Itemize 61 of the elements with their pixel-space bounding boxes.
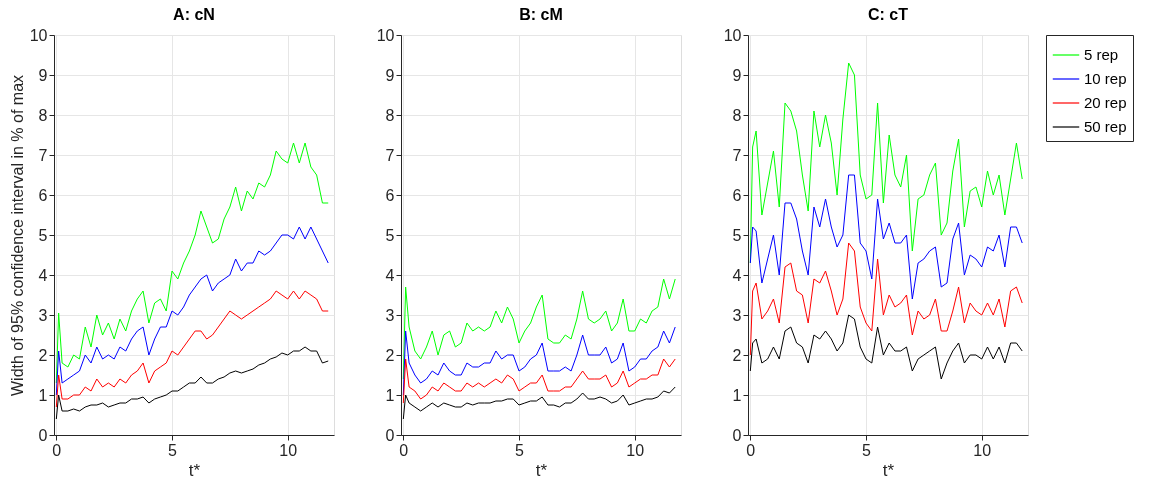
line-series — [55, 346, 329, 420]
y-tick-label: 10 — [723, 26, 742, 44]
y-tick-label: 4 — [385, 266, 395, 284]
y-tick-label: 7 — [38, 146, 48, 164]
y-tick-label: 1 — [385, 386, 395, 404]
y-tick-label: 6 — [38, 186, 48, 204]
y-tick-label: 9 — [38, 66, 48, 84]
y-tick-label: 6 — [385, 186, 395, 204]
x-axis-title: t* — [535, 460, 548, 480]
chart-title: B: cM — [519, 6, 563, 23]
x-tick-label: 10 — [973, 441, 992, 459]
x-axis-title: t* — [882, 460, 895, 480]
legend-label: 5 rep — [1084, 46, 1119, 63]
x-tick-label: 10 — [626, 441, 645, 459]
y-tick-label: 9 — [732, 66, 742, 84]
y-tick-label: 5 — [38, 226, 48, 244]
y-tick-label: 5 — [732, 226, 742, 244]
x-tick-label: 0 — [399, 441, 409, 459]
line-series — [402, 386, 676, 420]
line-series — [749, 314, 1023, 380]
x-tick-label: 5 — [168, 441, 178, 459]
y-tick-label: 8 — [385, 106, 395, 124]
line-series — [55, 226, 329, 396]
y-tick-label: 3 — [385, 306, 395, 324]
x-tick-label: 0 — [52, 441, 62, 459]
legend-label: 50 rep — [1084, 118, 1127, 135]
y-tick-label: 0 — [38, 426, 48, 444]
x-tick-label: 10 — [279, 441, 298, 459]
line-series — [55, 290, 329, 408]
y-tick-label: 6 — [732, 186, 742, 204]
y-tick-label: 7 — [732, 146, 742, 164]
y-tick-label: 7 — [385, 146, 395, 164]
x-axis-title: t* — [188, 460, 201, 480]
x-tick-label: 5 — [515, 441, 525, 459]
y-tick-label: 0 — [385, 426, 395, 444]
y-tick-label: 2 — [385, 346, 395, 364]
y-tick-label: 3 — [38, 306, 48, 324]
x-tick-label: 0 — [746, 441, 756, 459]
y-tick-label: 4 — [38, 266, 48, 284]
y-tick-label: 10 — [376, 26, 395, 44]
y-tick-label: 8 — [38, 106, 48, 124]
y-tick-label: 10 — [29, 26, 48, 44]
line-series — [402, 358, 676, 404]
y-tick-label: 8 — [732, 106, 742, 124]
y-tick-label: 2 — [732, 346, 742, 364]
y-tick-label: 3 — [732, 306, 742, 324]
y-tick-label: 5 — [385, 226, 395, 244]
y-tick-label: 9 — [385, 66, 395, 84]
legend-label: 10 rep — [1084, 70, 1127, 87]
y-tick-label: 4 — [732, 266, 742, 284]
y-axis-title: Width of 95% confidence interval in % of max — [8, 74, 26, 397]
chart-title: C: cT — [868, 6, 909, 23]
y-tick-label: 2 — [38, 346, 48, 364]
line-series — [749, 242, 1023, 356]
y-tick-label: 1 — [732, 386, 742, 404]
y-tick-label: 0 — [732, 426, 742, 444]
chart-title: A: cN — [173, 6, 215, 23]
x-tick-label: 5 — [862, 441, 872, 459]
line-series — [749, 174, 1023, 300]
y-tick-label: 1 — [38, 386, 48, 404]
legend-label: 20 rep — [1084, 94, 1127, 111]
